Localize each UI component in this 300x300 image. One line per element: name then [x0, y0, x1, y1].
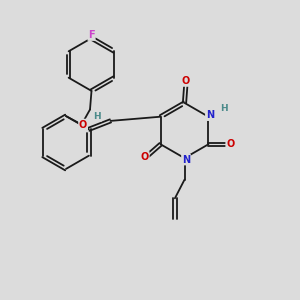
- Text: H: H: [220, 104, 228, 113]
- Text: O: O: [141, 152, 149, 162]
- Text: O: O: [182, 76, 190, 86]
- Text: F: F: [88, 30, 95, 40]
- Text: N: N: [206, 110, 214, 120]
- Text: H: H: [94, 112, 101, 121]
- Text: N: N: [182, 154, 190, 165]
- Text: O: O: [79, 119, 87, 130]
- Text: O: O: [226, 139, 234, 149]
